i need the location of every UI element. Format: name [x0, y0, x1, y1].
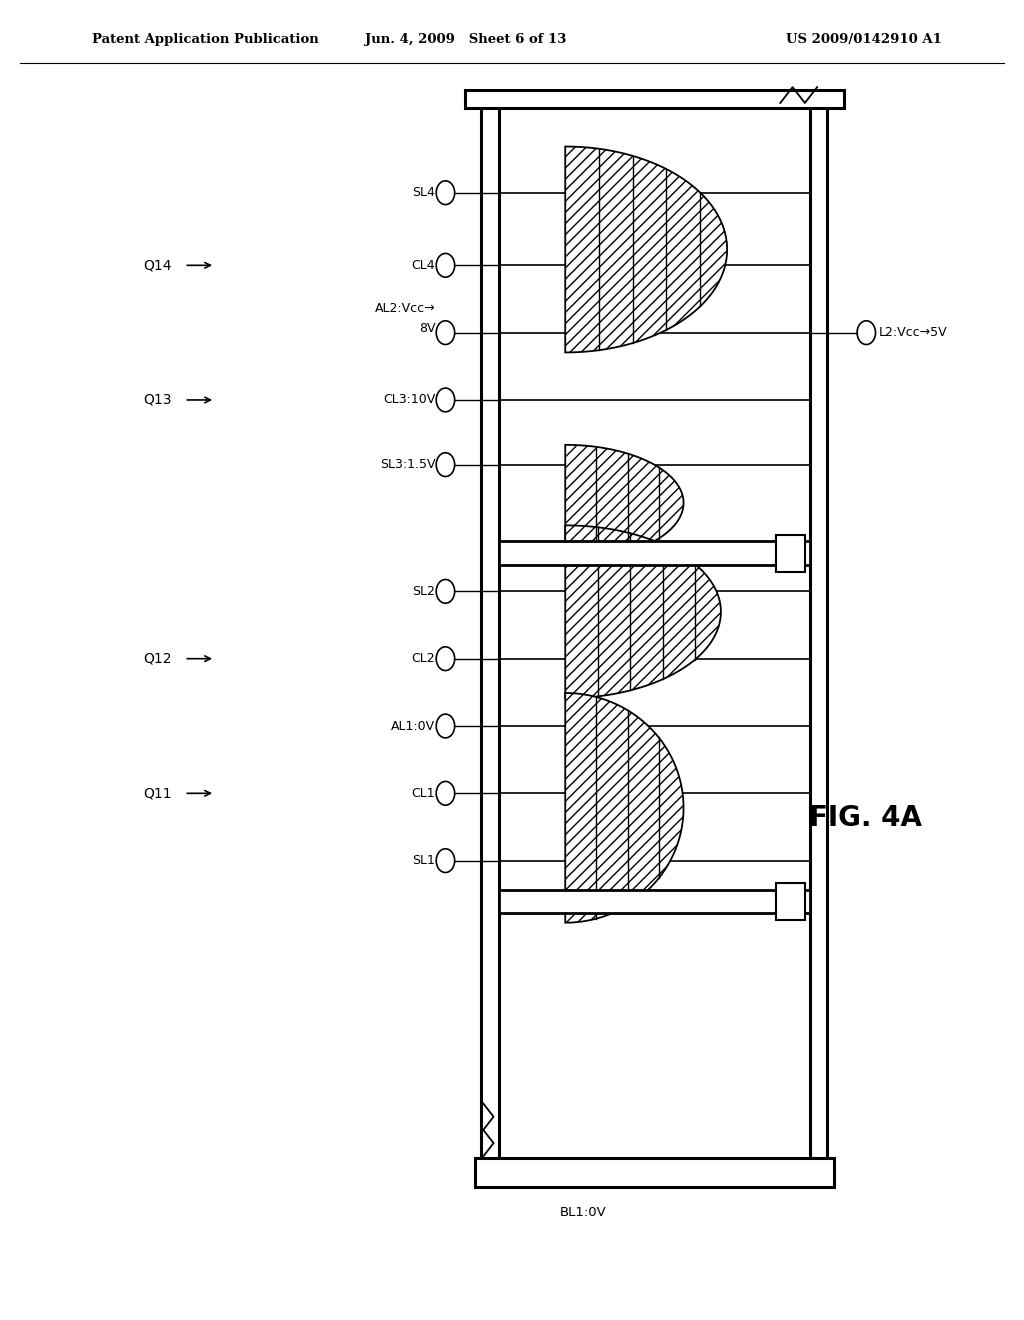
Text: L2:Vcc→5V: L2:Vcc→5V: [879, 326, 947, 339]
Polygon shape: [565, 445, 684, 561]
Text: CL4: CL4: [412, 259, 435, 272]
Text: BL1:0V: BL1:0V: [559, 1206, 606, 1220]
Bar: [465, 90, 844, 108]
Text: Q14: Q14: [143, 259, 172, 272]
Text: SL1: SL1: [413, 854, 435, 867]
Text: FIG. 4A: FIG. 4A: [809, 804, 922, 833]
Text: 8V: 8V: [419, 322, 435, 335]
Bar: [475, 1158, 834, 1187]
Bar: [499, 890, 810, 913]
Text: AL1:0V: AL1:0V: [391, 719, 435, 733]
Text: SL4: SL4: [413, 186, 435, 199]
Polygon shape: [565, 693, 684, 923]
Text: Patent Application Publication: Patent Application Publication: [92, 33, 318, 46]
Text: CL3:10V: CL3:10V: [383, 393, 435, 407]
Bar: [776, 535, 805, 572]
Text: US 2009/0142910 A1: US 2009/0142910 A1: [786, 33, 942, 46]
Text: CL2: CL2: [412, 652, 435, 665]
Text: SL2: SL2: [413, 585, 435, 598]
Polygon shape: [565, 525, 721, 698]
Polygon shape: [565, 147, 727, 352]
Text: CL1: CL1: [412, 787, 435, 800]
Bar: [499, 541, 810, 565]
Text: Jun. 4, 2009   Sheet 6 of 13: Jun. 4, 2009 Sheet 6 of 13: [366, 33, 566, 46]
Text: AL2:Vcc→: AL2:Vcc→: [375, 302, 435, 315]
Text: Q11: Q11: [143, 787, 172, 800]
Bar: [776, 883, 805, 920]
Text: Q13: Q13: [143, 393, 172, 407]
Text: SL3:1.5V: SL3:1.5V: [380, 458, 435, 471]
Text: Q12: Q12: [143, 652, 172, 665]
